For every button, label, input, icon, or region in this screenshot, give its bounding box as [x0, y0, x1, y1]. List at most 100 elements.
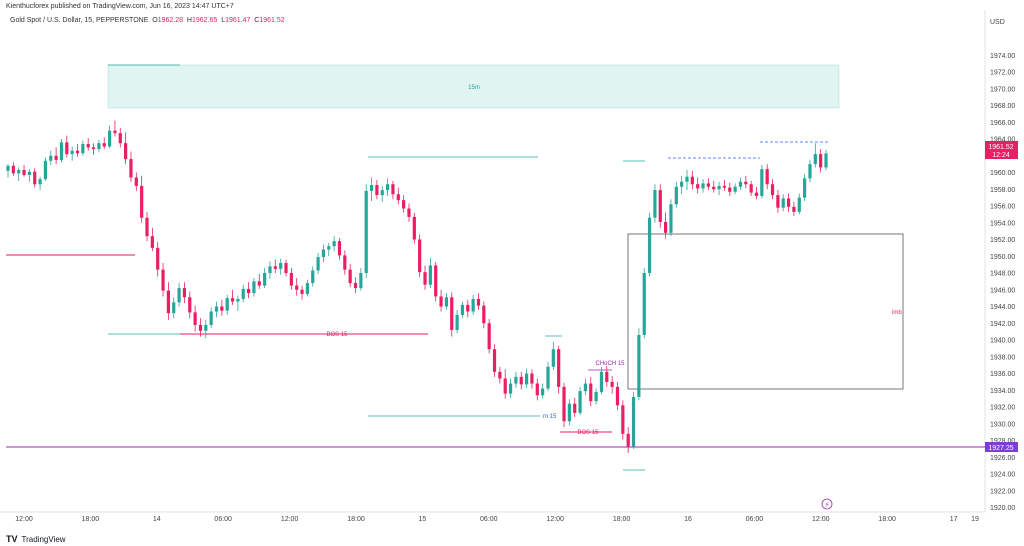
- candle-down[interactable]: [129, 159, 133, 178]
- candle-up[interactable]: [674, 186, 678, 205]
- candle-down[interactable]: [54, 155, 58, 160]
- candle-down[interactable]: [744, 181, 748, 185]
- price-axis[interactable]: 1974.00 1972.00 1970.00 1968.00 1966.00 1964.…: [990, 53, 1015, 512]
- candle-up[interactable]: [252, 281, 256, 294]
- candle-down[interactable]: [150, 236, 154, 248]
- candle-down[interactable]: [124, 143, 128, 160]
- candle-down[interactable]: [722, 185, 727, 188]
- candle-down[interactable]: [375, 185, 379, 196]
- candle-up[interactable]: [685, 176, 689, 182]
- candle-up[interactable]: [525, 373, 529, 385]
- candle-up[interactable]: [583, 383, 588, 392]
- candle-up[interactable]: [172, 302, 176, 314]
- candle-up[interactable]: [637, 334, 641, 397]
- candle-down[interactable]: [792, 206, 796, 212]
- candle-down[interactable]: [22, 169, 26, 176]
- candle-up[interactable]: [455, 314, 459, 330]
- candle-down[interactable]: [337, 241, 342, 256]
- candle-up[interactable]: [316, 257, 320, 271]
- candle-up[interactable]: [642, 273, 646, 335]
- candle-up[interactable]: [241, 288, 245, 299]
- candle-down[interactable]: [75, 150, 80, 154]
- candle-up[interactable]: [225, 298, 229, 311]
- candle-up[interactable]: [471, 298, 475, 312]
- candle-down[interactable]: [573, 403, 577, 413]
- candle-up[interactable]: [599, 371, 604, 392]
- candle-up[interactable]: [6, 165, 10, 171]
- candle-up[interactable]: [701, 183, 705, 189]
- candle-up[interactable]: [551, 349, 555, 367]
- candle-down[interactable]: [11, 165, 15, 174]
- candle-up[interactable]: [508, 383, 513, 394]
- candle-up[interactable]: [369, 185, 374, 191]
- candle-up[interactable]: [236, 298, 240, 302]
- candle-down[interactable]: [658, 190, 662, 222]
- tradingview-brand[interactable]: TV TradingView: [6, 534, 66, 544]
- candle-down[interactable]: [476, 298, 481, 306]
- candle-down[interactable]: [610, 381, 614, 387]
- candle-up[interactable]: [797, 197, 801, 212]
- candle-down[interactable]: [91, 147, 96, 150]
- candle-down[interactable]: [434, 265, 438, 297]
- candle-up[interactable]: [321, 249, 326, 258]
- candle-down[interactable]: [182, 288, 187, 298]
- candle-down[interactable]: [156, 247, 160, 270]
- candle-up[interactable]: [717, 185, 721, 190]
- candle-up[interactable]: [567, 403, 571, 422]
- candle-down[interactable]: [557, 349, 561, 387]
- candle-up[interactable]: [43, 160, 48, 180]
- candle-up[interactable]: [177, 288, 181, 303]
- candle-up[interactable]: [327, 246, 331, 250]
- candle-up[interactable]: [97, 143, 101, 150]
- candle-down[interactable]: [118, 133, 122, 144]
- candle-up[interactable]: [653, 190, 657, 218]
- candle-down[interactable]: [230, 298, 235, 302]
- candle-down[interactable]: [65, 142, 69, 155]
- candle-down[interactable]: [503, 378, 507, 394]
- candle-down[interactable]: [257, 281, 261, 286]
- imbalance-box[interactable]: [627, 233, 904, 390]
- candle-down[interactable]: [113, 130, 117, 134]
- candle-down[interactable]: [300, 289, 304, 294]
- candle-down[interactable]: [626, 433, 630, 447]
- candle-down[interactable]: [246, 288, 251, 294]
- candle-down[interactable]: [402, 200, 406, 209]
- candle-down[interactable]: [188, 297, 192, 313]
- candle-down[interactable]: [102, 143, 106, 147]
- candle-up[interactable]: [781, 198, 785, 208]
- candle-down[interactable]: [343, 255, 347, 270]
- candle-down[interactable]: [391, 184, 395, 195]
- candle-down[interactable]: [198, 324, 203, 331]
- candle-down[interactable]: [161, 269, 165, 291]
- candle-down[interactable]: [220, 306, 224, 311]
- candle-down[interactable]: [487, 323, 491, 350]
- candle-down[interactable]: [664, 221, 668, 233]
- candle-up[interactable]: [733, 186, 737, 192]
- candle-up[interactable]: [631, 396, 636, 447]
- candle-down[interactable]: [754, 192, 759, 196]
- candle-up[interactable]: [311, 270, 315, 284]
- candle-up[interactable]: [813, 154, 817, 165]
- candle-down[interactable]: [348, 269, 352, 284]
- candle-down[interactable]: [621, 405, 625, 434]
- candle-up[interactable]: [279, 262, 283, 269]
- candle-up[interactable]: [647, 217, 652, 273]
- candle-up[interactable]: [760, 169, 764, 196]
- candle-up[interactable]: [332, 241, 336, 247]
- candle-down[interactable]: [728, 187, 732, 192]
- candle-down[interactable]: [193, 312, 197, 325]
- candle-up[interactable]: [541, 388, 545, 396]
- candle-up[interactable]: [578, 391, 582, 413]
- candle-up[interactable]: [70, 150, 74, 155]
- candle-down[interactable]: [706, 183, 710, 187]
- candle-down[interactable]: [407, 208, 411, 217]
- candle-down[interactable]: [770, 184, 775, 196]
- candle-down[interactable]: [819, 154, 823, 168]
- candle-down[interactable]: [412, 216, 416, 240]
- candle-down[interactable]: [786, 198, 791, 207]
- candle-down[interactable]: [765, 169, 769, 185]
- candle-down[interactable]: [145, 217, 149, 237]
- candle-up[interactable]: [546, 366, 550, 389]
- candle-up[interactable]: [107, 130, 112, 147]
- candle-down[interactable]: [466, 304, 470, 312]
